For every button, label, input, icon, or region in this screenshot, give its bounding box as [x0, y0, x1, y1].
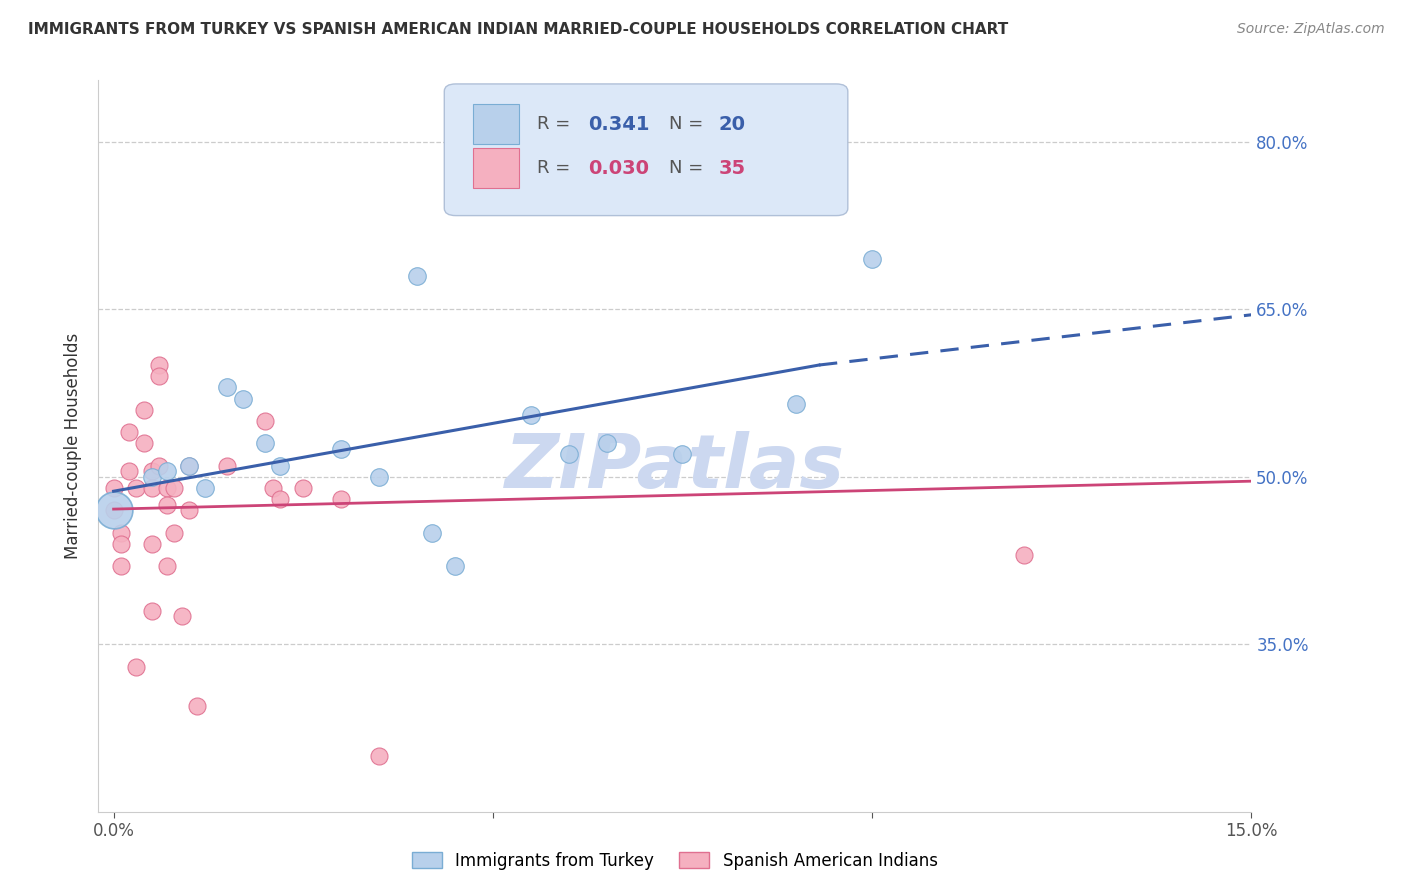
Legend: Immigrants from Turkey, Spanish American Indians: Immigrants from Turkey, Spanish American… [405, 846, 945, 877]
Point [860, 252, 883, 266]
Point [156, 464, 179, 478]
Point [406, 268, 429, 283]
Point [170, 609, 193, 624]
Point [118, 425, 141, 439]
Point [118, 464, 141, 478]
Point [110, 525, 132, 540]
Text: 0.030: 0.030 [588, 159, 650, 178]
Text: R =: R = [537, 159, 575, 177]
Point [141, 464, 163, 478]
Point [141, 604, 163, 618]
Text: 0.341: 0.341 [588, 115, 650, 134]
Point [103, 503, 125, 517]
Point [132, 402, 155, 417]
Text: R =: R = [537, 115, 575, 133]
Y-axis label: Married-couple Households: Married-couple Households [65, 333, 83, 559]
Point [156, 498, 179, 512]
Text: 20: 20 [718, 115, 745, 134]
Point [179, 458, 201, 473]
Point [156, 559, 179, 574]
Point [520, 409, 543, 423]
Point [254, 436, 277, 450]
FancyBboxPatch shape [444, 84, 848, 216]
Point [163, 481, 186, 495]
Point [103, 481, 125, 495]
FancyBboxPatch shape [472, 104, 519, 145]
Point [148, 458, 170, 473]
Point [420, 525, 443, 540]
Point [269, 458, 291, 473]
Point [141, 481, 163, 495]
Point [103, 503, 125, 517]
Point [110, 559, 132, 574]
Point [595, 436, 617, 450]
Point [148, 358, 170, 372]
Point [231, 392, 254, 406]
Point [194, 481, 217, 495]
Point [125, 481, 148, 495]
Point [671, 447, 693, 461]
Point [292, 481, 315, 495]
Point [368, 469, 391, 483]
Text: Source: ZipAtlas.com: Source: ZipAtlas.com [1237, 22, 1385, 37]
Point [141, 537, 163, 551]
Point [156, 481, 179, 495]
Point [148, 369, 170, 384]
FancyBboxPatch shape [472, 148, 519, 188]
Point [368, 748, 391, 763]
Point [179, 503, 201, 517]
Text: IMMIGRANTS FROM TURKEY VS SPANISH AMERICAN INDIAN MARRIED-COUPLE HOUSEHOLDS CORR: IMMIGRANTS FROM TURKEY VS SPANISH AMERIC… [28, 22, 1008, 37]
Point [125, 659, 148, 673]
Text: 35: 35 [718, 159, 745, 178]
Point [254, 414, 277, 428]
Point [217, 458, 239, 473]
Point [1012, 548, 1035, 562]
Point [217, 380, 239, 394]
Point [179, 458, 201, 473]
Point [186, 698, 208, 713]
Point [262, 481, 284, 495]
Point [330, 491, 353, 506]
Point [132, 436, 155, 450]
Point [557, 447, 579, 461]
Point [269, 491, 291, 506]
Point [110, 537, 132, 551]
Point [785, 397, 807, 411]
Point [444, 559, 467, 574]
Text: N =: N = [669, 115, 709, 133]
Point [163, 525, 186, 540]
Text: ZIPatlas: ZIPatlas [505, 432, 845, 505]
Point [141, 469, 163, 483]
Point [330, 442, 353, 456]
Text: N =: N = [669, 159, 709, 177]
